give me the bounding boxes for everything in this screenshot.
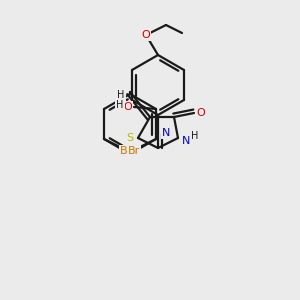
Text: S: S xyxy=(126,133,134,143)
Text: O: O xyxy=(196,108,206,118)
Text: H: H xyxy=(191,131,199,141)
Text: N: N xyxy=(162,128,170,137)
Text: H: H xyxy=(117,90,125,100)
Text: Br: Br xyxy=(128,146,140,156)
Text: H: H xyxy=(116,100,124,110)
Text: Br: Br xyxy=(120,146,132,156)
Text: N: N xyxy=(182,136,190,146)
Text: O: O xyxy=(124,102,132,112)
Text: O: O xyxy=(142,30,150,40)
